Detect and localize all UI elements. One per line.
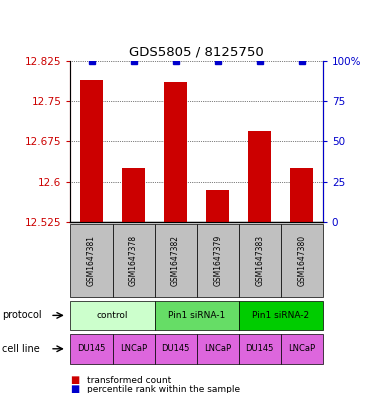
Text: ■: ■ (70, 375, 80, 385)
Text: GSM1647382: GSM1647382 (171, 235, 180, 286)
Bar (164, 83, 187, 222)
Text: cell line: cell line (2, 344, 40, 354)
Text: GSM1647378: GSM1647378 (129, 235, 138, 286)
Text: DU145: DU145 (246, 344, 274, 353)
Text: GSM1647381: GSM1647381 (87, 235, 96, 286)
Text: percentile rank within the sample: percentile rank within the sample (87, 385, 240, 393)
Text: GSM1647383: GSM1647383 (255, 235, 264, 286)
Bar (206, 190, 229, 222)
Text: DU145: DU145 (77, 344, 106, 353)
Title: GDS5805 / 8125750: GDS5805 / 8125750 (129, 45, 264, 58)
Text: protocol: protocol (2, 310, 42, 320)
Text: DU145: DU145 (161, 344, 190, 353)
Bar (290, 168, 313, 222)
Bar (122, 168, 145, 222)
Bar (248, 131, 271, 222)
Text: Pin1 siRNA-2: Pin1 siRNA-2 (252, 311, 309, 320)
Text: ■: ■ (70, 384, 80, 393)
Text: control: control (97, 311, 128, 320)
Text: LNCaP: LNCaP (288, 344, 315, 353)
Text: LNCaP: LNCaP (204, 344, 231, 353)
Bar (80, 80, 103, 222)
Text: transformed count: transformed count (87, 376, 171, 384)
Text: LNCaP: LNCaP (120, 344, 147, 353)
Text: Pin1 siRNA-1: Pin1 siRNA-1 (168, 311, 225, 320)
Text: GSM1647380: GSM1647380 (297, 235, 306, 286)
Text: GSM1647379: GSM1647379 (213, 235, 222, 286)
